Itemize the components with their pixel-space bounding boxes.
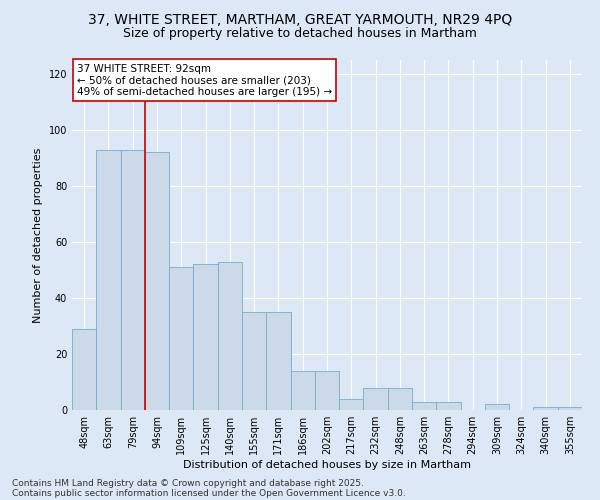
Bar xyxy=(218,262,242,410)
Bar xyxy=(121,150,145,410)
Bar xyxy=(436,402,461,410)
Bar xyxy=(266,312,290,410)
Text: Size of property relative to detached houses in Martham: Size of property relative to detached ho… xyxy=(123,28,477,40)
Bar xyxy=(193,264,218,410)
Text: Contains public sector information licensed under the Open Government Licence v3: Contains public sector information licen… xyxy=(12,488,406,498)
Text: Contains HM Land Registry data © Crown copyright and database right 2025.: Contains HM Land Registry data © Crown c… xyxy=(12,478,364,488)
Bar xyxy=(533,407,558,410)
Bar xyxy=(96,150,121,410)
Bar xyxy=(315,371,339,410)
Bar xyxy=(388,388,412,410)
Bar xyxy=(339,399,364,410)
Bar xyxy=(242,312,266,410)
Y-axis label: Number of detached properties: Number of detached properties xyxy=(33,148,43,322)
Bar xyxy=(412,402,436,410)
Bar xyxy=(485,404,509,410)
Bar xyxy=(558,407,582,410)
Bar xyxy=(145,152,169,410)
Bar xyxy=(72,329,96,410)
Text: 37, WHITE STREET, MARTHAM, GREAT YARMOUTH, NR29 4PQ: 37, WHITE STREET, MARTHAM, GREAT YARMOUT… xyxy=(88,12,512,26)
Bar xyxy=(290,371,315,410)
Bar xyxy=(364,388,388,410)
X-axis label: Distribution of detached houses by size in Martham: Distribution of detached houses by size … xyxy=(183,460,471,470)
Bar xyxy=(169,267,193,410)
Text: 37 WHITE STREET: 92sqm
← 50% of detached houses are smaller (203)
49% of semi-de: 37 WHITE STREET: 92sqm ← 50% of detached… xyxy=(77,64,332,96)
